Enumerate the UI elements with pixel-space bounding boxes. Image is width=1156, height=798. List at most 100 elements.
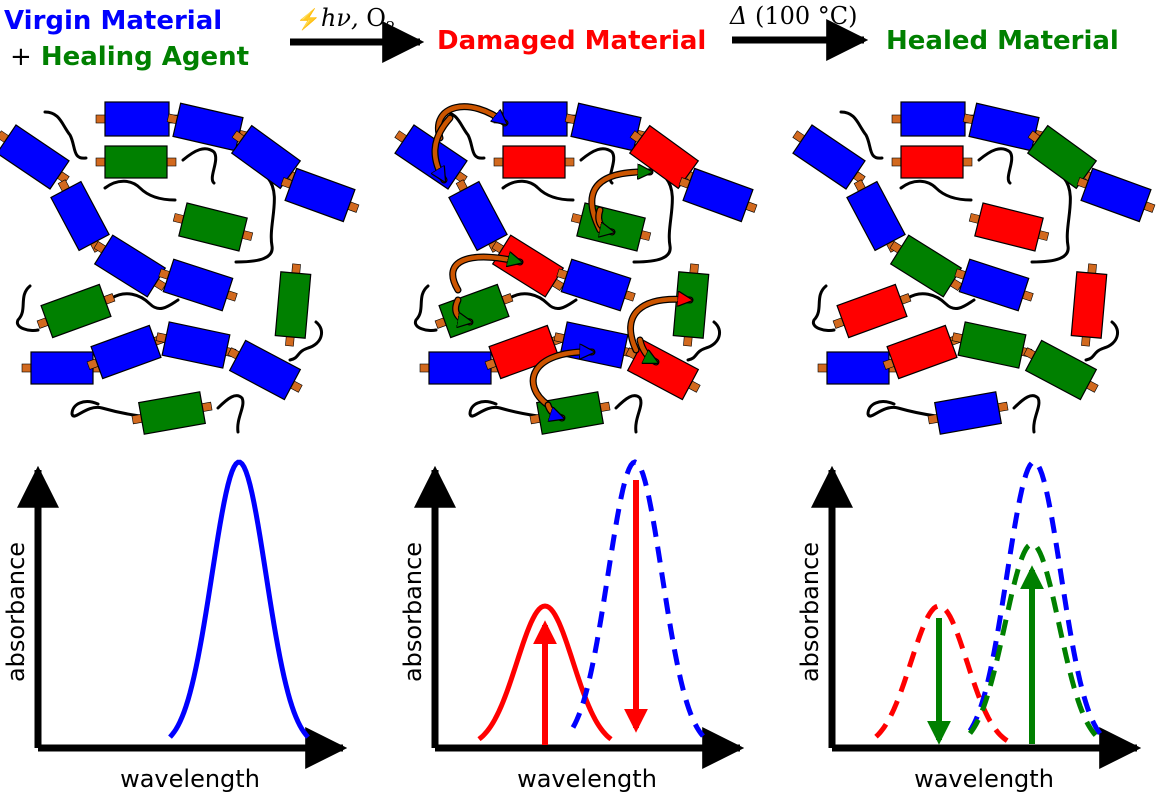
molecule-block-1 bbox=[95, 101, 179, 137]
damaged-reference-curve bbox=[874, 603, 1010, 744]
chromophore bbox=[682, 167, 754, 223]
chromophore bbox=[502, 101, 568, 137]
molecule-block-5 bbox=[280, 167, 360, 223]
polymer-chain-8 bbox=[866, 400, 938, 418]
chromophore bbox=[570, 102, 642, 152]
chromophore bbox=[488, 324, 560, 380]
molecule-block-7 bbox=[448, 179, 508, 253]
molecule-block-6 bbox=[95, 145, 177, 179]
molecule-block-4 bbox=[230, 124, 302, 190]
molecule-block-8 bbox=[968, 202, 1050, 252]
molecule-block-17 bbox=[131, 391, 213, 435]
virgin-material-label: Virgin Material bbox=[4, 6, 223, 36]
chromophore bbox=[672, 271, 710, 339]
molecule-block-9 bbox=[889, 234, 963, 298]
x-axis-label: wavelength bbox=[517, 765, 657, 793]
molecule-block-17 bbox=[927, 391, 1009, 435]
chromophore bbox=[900, 101, 966, 137]
molecule-block-5 bbox=[678, 167, 758, 223]
chromophore bbox=[846, 180, 906, 252]
virgin-reference-curve bbox=[967, 459, 1103, 736]
molecule-block-3 bbox=[394, 124, 468, 190]
y-axis-label: absorbance bbox=[399, 542, 427, 682]
chromophore bbox=[228, 339, 302, 401]
polymer-chain-3 bbox=[899, 179, 973, 202]
chromophore bbox=[161, 321, 231, 369]
chromophore bbox=[1026, 124, 1098, 190]
molecule-block-7 bbox=[50, 179, 110, 253]
polymer-chain-2 bbox=[977, 147, 1014, 185]
polymer-chain-8 bbox=[70, 400, 142, 418]
chromophore bbox=[1070, 271, 1108, 339]
chromophore bbox=[535, 391, 605, 435]
material-panel-healed bbox=[792, 101, 1156, 435]
polymer-chain-9 bbox=[1012, 394, 1041, 434]
molecule-block-1 bbox=[891, 101, 975, 137]
polymer-chain-3 bbox=[103, 179, 177, 202]
transfer-arrow-9 bbox=[530, 352, 592, 408]
molecule-block-6 bbox=[891, 145, 973, 179]
chromophore bbox=[1024, 339, 1098, 401]
molecule-block-11 bbox=[672, 263, 710, 347]
transfer-arrow-10 bbox=[545, 402, 562, 418]
polymer-chain-1 bbox=[441, 110, 486, 160]
polymer-chain-8 bbox=[468, 400, 540, 418]
molecule-block-10 bbox=[954, 258, 1034, 312]
molecule-block-14 bbox=[882, 324, 962, 380]
material-panel-damaged bbox=[394, 101, 758, 435]
molecule-block-11 bbox=[274, 263, 312, 347]
transfer-arrow-5 bbox=[450, 257, 520, 293]
chromophore bbox=[826, 351, 890, 385]
chromophore bbox=[886, 324, 958, 380]
molecule-block-6 bbox=[493, 145, 575, 179]
molecule-block-15 bbox=[553, 321, 635, 369]
absorbance-plot-damaged: absorbance wavelength bbox=[399, 459, 745, 793]
polymer-chain-9 bbox=[614, 394, 643, 434]
polymer-chain-7 bbox=[1084, 320, 1120, 362]
molecule-block-12 bbox=[434, 283, 514, 339]
chromophore bbox=[836, 283, 908, 339]
polymer-chain-6 bbox=[110, 292, 180, 310]
step1-condition: ⚡hν, O2 bbox=[296, 4, 396, 36]
molecule-block-12 bbox=[36, 283, 116, 339]
chromophore bbox=[559, 321, 629, 369]
polymer-chain-2 bbox=[181, 147, 218, 185]
lightning-icon: ⚡ bbox=[296, 7, 321, 31]
polymer-chain-3 bbox=[501, 179, 575, 202]
chromophore bbox=[974, 202, 1044, 252]
molecule-block-15 bbox=[951, 321, 1033, 369]
chromophore bbox=[448, 180, 508, 252]
polymer-chain-9 bbox=[216, 394, 245, 434]
chromophore bbox=[491, 234, 565, 298]
chromophore bbox=[40, 283, 112, 339]
chromophore bbox=[438, 283, 510, 339]
chromophore bbox=[30, 351, 94, 385]
molecule-block-5 bbox=[1076, 167, 1156, 223]
chromophore bbox=[178, 202, 248, 252]
polymer-chain-6 bbox=[508, 292, 578, 310]
chromophore bbox=[958, 258, 1030, 312]
chromophore bbox=[933, 391, 1003, 435]
chromophore bbox=[104, 145, 168, 179]
chromophore bbox=[889, 234, 963, 298]
chromophore bbox=[274, 271, 312, 339]
molecule-block-2 bbox=[166, 102, 250, 152]
chromophore bbox=[104, 101, 170, 137]
molecule-block-12 bbox=[832, 283, 912, 339]
material-panel-virgin bbox=[0, 101, 360, 435]
molecule-block-16 bbox=[1023, 339, 1099, 401]
absorbance-plot-healed: absorbance wavelength bbox=[796, 459, 1142, 793]
polymer-chain-4 bbox=[1030, 176, 1072, 264]
chromophore bbox=[90, 324, 162, 380]
healed-absorbance-curve bbox=[967, 541, 1102, 742]
molecule-block-3 bbox=[792, 124, 866, 190]
polymer-chain-5 bbox=[413, 284, 438, 332]
molecule-block-14 bbox=[86, 324, 166, 380]
chromophore bbox=[50, 180, 110, 252]
molecule-block-13 bbox=[817, 351, 899, 385]
chromophore bbox=[502, 145, 566, 179]
polymer-chain-7 bbox=[686, 320, 722, 362]
transfer-arrow-8 bbox=[637, 337, 656, 365]
molecule-block-11 bbox=[1070, 263, 1108, 347]
